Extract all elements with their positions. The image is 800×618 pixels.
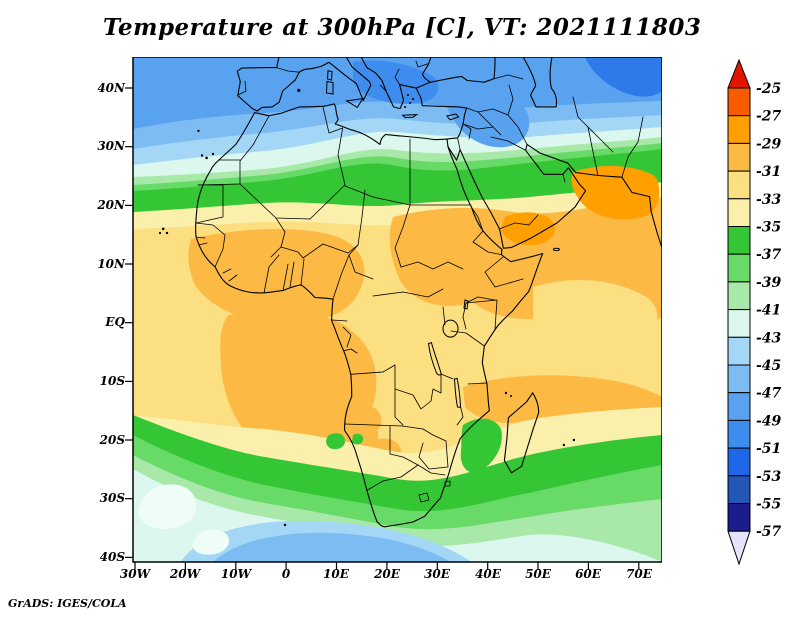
lon-label-10e: 10E (323, 567, 349, 581)
colorbar-label: -41 (756, 303, 781, 319)
colorbar-label: -53 (756, 469, 782, 485)
map-canvas (125, 57, 662, 570)
axis-ticks (125, 87, 640, 570)
colorbar-segment (727, 503, 751, 532)
chart-title: Temperature at 300hPa [C], VT: 202111180… (103, 14, 702, 41)
colorbar-segment (727, 142, 751, 172)
colorbar-arrow-down (727, 530, 751, 566)
colorbar-segment (727, 309, 751, 338)
colorbar-label: -29 (756, 136, 782, 152)
lat-label-20n: 20N (97, 198, 125, 212)
colorbar-segment (727, 392, 751, 421)
lon-label-30w: 30W (119, 567, 151, 581)
colorbar-label: -47 (756, 386, 782, 402)
colorbar-segment (727, 198, 751, 228)
lon-label-50e: 50E (525, 567, 551, 581)
lon-label-30e: 30E (424, 567, 450, 581)
lat-label-40n: 40N (97, 81, 125, 95)
colorbar-label: -51 (756, 441, 781, 457)
lon-label-20e: 20E (374, 567, 400, 581)
lon-label-70e: 70E (626, 567, 652, 581)
lat-label-20s: 20S (99, 433, 125, 447)
colorbar-segment (727, 253, 751, 283)
lat-label-30s: 30S (99, 491, 125, 505)
lon-label-60e: 60E (575, 567, 601, 581)
colorbar-label: -33 (756, 192, 782, 208)
map-frame (132, 57, 662, 563)
colorbar-label: -55 (756, 497, 781, 513)
lon-label-0: 0 (281, 567, 291, 581)
colorbar-segment (727, 226, 751, 255)
colorbar-segment (727, 115, 751, 144)
colorbar-segment (727, 336, 751, 366)
colorbar-segment (727, 419, 751, 449)
colorbar-segment (727, 447, 751, 477)
country-borders (195, 60, 644, 503)
lat-label-40s: 40S (99, 550, 125, 564)
colorbar-segment (727, 87, 751, 117)
colorbar-label: -43 (756, 330, 782, 346)
grads-credit: GrADS: IGES/COLA (8, 597, 127, 610)
temperature-field (133, 57, 662, 562)
colorbar-segment (727, 281, 751, 311)
colorbar-label: -49 (756, 413, 782, 429)
lat-label-eq: EQ (105, 315, 125, 329)
colorbar: -25 -27 -29 -31 -33 -35 -37 -39 -41 -43 … (727, 58, 782, 566)
colorbar-segment (727, 475, 751, 504)
colorbar-label: -37 (756, 247, 782, 263)
colorbar-segment (727, 364, 751, 394)
lat-label-10n: 10N (97, 257, 125, 271)
lakes (427, 299, 469, 408)
lat-label-30n: 30N (97, 139, 125, 153)
lon-label-40e: 40E (475, 567, 501, 581)
lon-label-10w: 10W (220, 567, 252, 581)
colorbar-segment (727, 170, 751, 200)
colorbar-label: -39 (756, 275, 782, 291)
colorbar-label: -35 (756, 220, 781, 236)
colorbar-label: -25 (756, 81, 781, 97)
colorbar-label: -31 (756, 164, 781, 180)
lat-label-10s: 10S (99, 374, 125, 388)
colorbar-arrow-up (727, 58, 751, 89)
colorbar-label: -27 (756, 109, 782, 125)
colorbar-label: -57 (756, 524, 782, 540)
colorbar-label: -45 (756, 358, 781, 374)
lon-label-20w: 20W (169, 567, 201, 581)
